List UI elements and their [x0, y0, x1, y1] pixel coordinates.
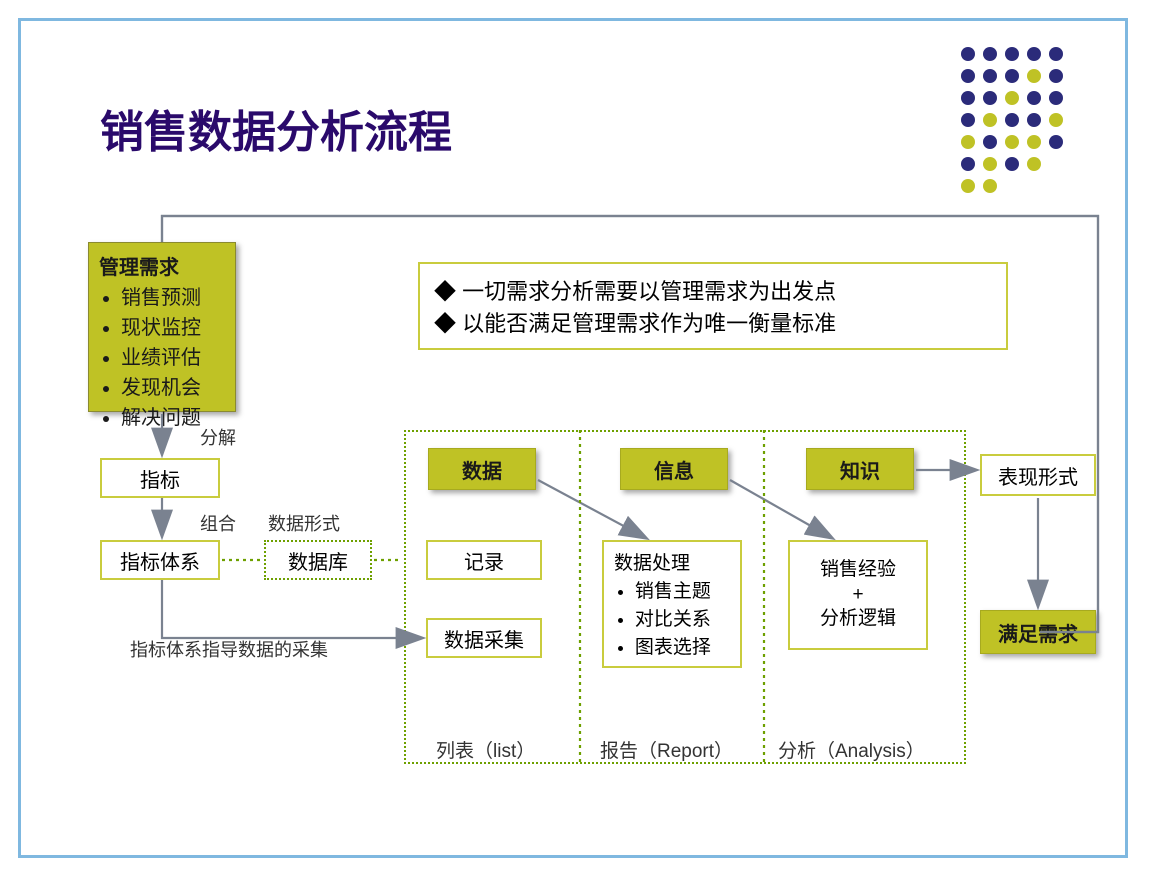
data-header: 数据: [428, 448, 536, 490]
record-label: 记录: [464, 546, 504, 575]
process-list: 销售主题对比关系图表选择: [614, 576, 730, 659]
mgmt-needs-item: 发现机会: [121, 371, 227, 400]
present-box: 表现形式: [980, 454, 1096, 496]
mgmt-needs-item: 销售预测: [121, 281, 227, 310]
data-header-label: 数据: [462, 455, 502, 484]
decompose-label: 分解: [200, 424, 236, 450]
info-header: 信息: [620, 448, 728, 490]
col-analysis-label: 分析（Analysis）: [778, 736, 925, 763]
process-item: 销售主题: [635, 576, 730, 603]
analysis-line: 分析逻辑: [820, 607, 896, 632]
indicator-label: 指标: [140, 464, 180, 493]
mgmt-needs-item: 现状监控: [121, 311, 227, 340]
analysis-box: 销售经验+分析逻辑: [788, 540, 928, 650]
indicator-system-box: 指标体系: [100, 540, 220, 580]
principle-item: 以能否满足管理需求作为唯一衡量标准: [434, 306, 836, 338]
mgmt-needs-item: 业绩评估: [121, 341, 227, 370]
process-title: 数据处理: [614, 548, 730, 575]
analysis-line: 销售经验: [820, 558, 896, 583]
mgmt-needs-title: 管理需求: [99, 251, 227, 280]
collect-box: 数据采集: [426, 618, 542, 658]
slide-title: 销售数据分析流程: [100, 96, 452, 160]
collect-label: 数据采集: [444, 624, 524, 653]
satisfy-box: 满足需求: [980, 610, 1096, 654]
col-list-label: 列表（list）: [436, 736, 535, 763]
database-label: 数据库: [288, 546, 348, 575]
knowledge-header-label: 知识: [840, 455, 880, 484]
process-item: 对比关系: [635, 604, 730, 631]
database-box: 数据库: [264, 540, 372, 580]
guide-label: 指标体系指导数据的采集: [130, 636, 328, 662]
knowledge-header: 知识: [806, 448, 914, 490]
mgmt-needs-box: 管理需求 销售预测现状监控业绩评估发现机会解决问题: [88, 242, 236, 412]
principle-item: 一切需求分析需要以管理需求为出发点: [434, 274, 836, 306]
principles-box: 一切需求分析需要以管理需求为出发点以能否满足管理需求作为唯一衡量标准: [418, 262, 1008, 350]
indicator-box: 指标: [100, 458, 220, 498]
indicator-system-label: 指标体系: [120, 546, 200, 575]
mgmt-needs-list: 销售预测现状监控业绩评估发现机会解决问题: [99, 281, 227, 430]
dataform-label: 数据形式: [268, 510, 340, 536]
record-box: 记录: [426, 540, 542, 580]
combine-label: 组合: [200, 510, 236, 536]
satisfy-label: 满足需求: [998, 618, 1078, 647]
process-box: 数据处理 销售主题对比关系图表选择: [602, 540, 742, 668]
process-item: 图表选择: [635, 632, 730, 659]
col-report-label: 报告（Report）: [600, 736, 733, 763]
info-header-label: 信息: [654, 455, 694, 484]
analysis-line: +: [852, 583, 863, 608]
principles-list: 一切需求分析需要以管理需求为出发点以能否满足管理需求作为唯一衡量标准: [434, 274, 836, 338]
present-label: 表现形式: [998, 461, 1078, 490]
